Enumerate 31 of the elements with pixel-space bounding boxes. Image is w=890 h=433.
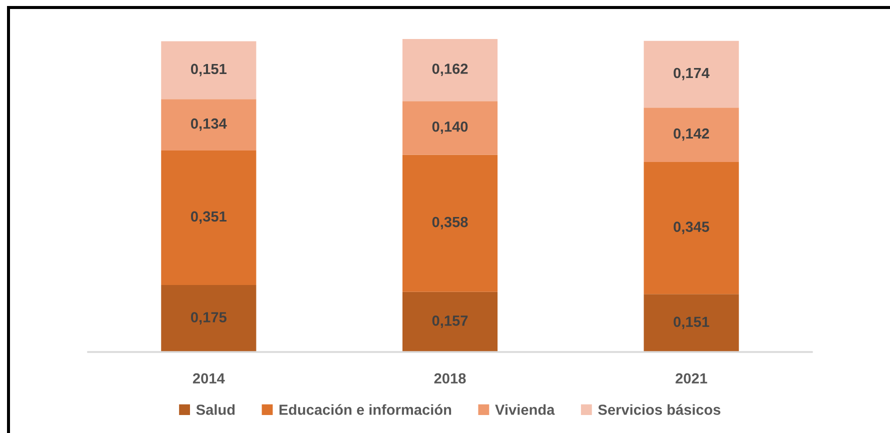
legend-label: Servicios básicos (598, 404, 720, 415)
data-label: 0,140 (432, 121, 468, 134)
legend-label: Vivienda (495, 404, 555, 415)
x-tick-label: 2014 (192, 373, 225, 384)
data-label: 0,175 (191, 312, 227, 325)
bar (161, 284, 256, 352)
data-label: 0,162 (432, 64, 468, 76)
bar (644, 162, 739, 294)
legend-label: Educación e información (280, 404, 452, 415)
data-label: 0,345 (674, 222, 710, 234)
bar (402, 101, 498, 155)
x-tick-label: 2021 (676, 373, 708, 384)
data-label: 0,151 (674, 316, 710, 330)
bar (161, 99, 256, 150)
bar (402, 39, 498, 102)
legend-label: Salud (196, 404, 235, 415)
bar (161, 150, 256, 285)
data-label: 0,351 (191, 211, 227, 224)
bar (402, 154, 498, 292)
bar (644, 40, 739, 108)
bar (644, 108, 739, 162)
bar (644, 294, 739, 352)
bar (402, 292, 498, 352)
data-label: 0,142 (674, 128, 709, 141)
data-label: 0,134 (191, 118, 227, 131)
data-label: 0,358 (432, 216, 468, 230)
bar (161, 41, 256, 100)
x-tick-label: 2018 (434, 373, 466, 384)
data-label: 0,174 (674, 68, 710, 80)
data-label: 0,157 (432, 316, 468, 328)
data-label: 0,151 (191, 64, 227, 76)
